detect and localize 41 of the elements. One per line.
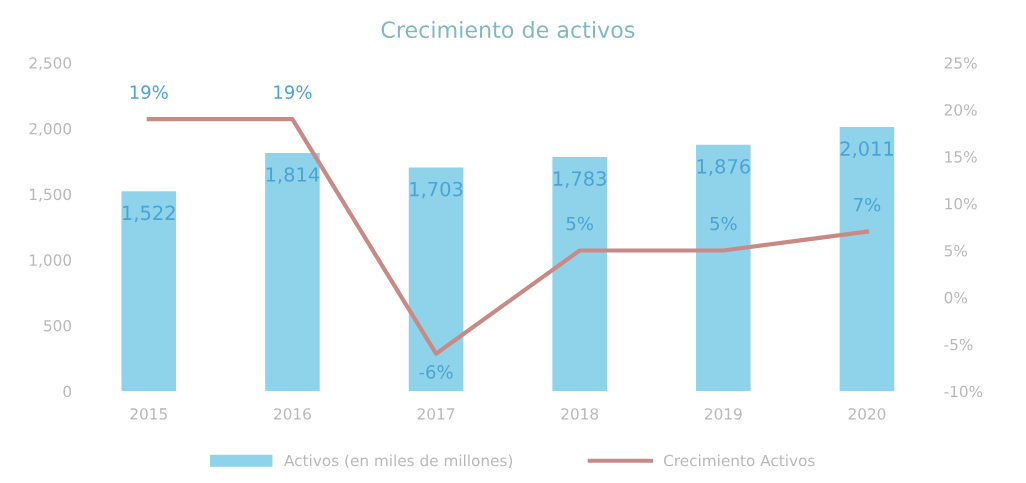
bar <box>265 152 320 392</box>
data-label: 19% <box>130 85 168 99</box>
y-tick-label: 1,000 <box>30 254 72 268</box>
x-tick-label: 2015 <box>130 408 167 420</box>
legend-label: Activos (en miles de millones) <box>284 454 513 469</box>
y-tick-label: 1,500 <box>30 188 72 202</box>
y-tick-label: 2,500 <box>29 57 72 71</box>
data-label: -6% <box>419 365 453 379</box>
y2-tick-label: -5% <box>944 338 973 351</box>
y2-tick-label: -10% <box>944 385 983 398</box>
x-tick-label: 2018 <box>561 408 599 420</box>
data-label: 1,783 <box>553 171 606 188</box>
x-tick-label: 2019 <box>705 408 742 420</box>
data-label: 1,703 <box>410 181 463 199</box>
data-label: 7% <box>854 197 881 212</box>
data-label: 2,011 <box>840 141 894 158</box>
data-label: 5% <box>566 216 594 231</box>
data-label: 1,522 <box>123 205 175 223</box>
y2-tick-label: 15% <box>945 151 977 163</box>
y2-tick-label: 25% <box>944 57 977 69</box>
y-tick-label: 2,000 <box>29 122 72 137</box>
y2-tick-label: 20% <box>944 104 977 116</box>
bar <box>696 144 751 392</box>
data-label: 5% <box>710 216 737 231</box>
y-tick-label: 0 <box>63 385 72 398</box>
y2-tick-label: 10% <box>945 198 977 210</box>
y-tick-label: 500 <box>44 320 72 332</box>
y2-tick-label: 0% <box>944 291 968 304</box>
y2-tick-label: 5% <box>944 244 968 257</box>
chart-title: Crecimiento de activos <box>381 20 635 39</box>
x-tick-label: 2016 <box>274 408 311 420</box>
bar <box>552 156 607 392</box>
x-tick-label: 2017 <box>417 408 455 420</box>
data-label: 1,876 <box>697 159 750 176</box>
bar <box>121 191 177 392</box>
data-label: 19% <box>274 85 312 99</box>
x-tick-label: 2020 <box>848 408 886 420</box>
bar <box>408 167 464 392</box>
bar <box>839 127 895 392</box>
data-label: 1,814 <box>266 167 320 184</box>
legend-label: Crecimiento Activos <box>663 454 815 467</box>
